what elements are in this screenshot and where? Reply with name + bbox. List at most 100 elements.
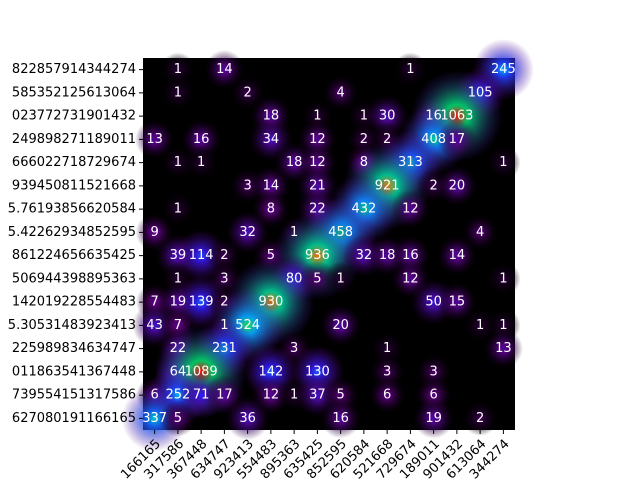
heat-blob [320, 305, 361, 346]
y-tick-label: 225989834634747 [12, 341, 136, 356]
cell-label: 7 [150, 295, 158, 310]
heat-blob [436, 165, 478, 207]
cell-label: 2 [360, 132, 368, 147]
cell-label: 16 [402, 248, 419, 263]
cell-label: 1 [174, 85, 182, 100]
y-tick-label: 861224656635425 [12, 248, 136, 263]
cell-label: 1 [313, 109, 321, 124]
cell-label: 12 [402, 271, 419, 286]
cell-label: 13 [146, 132, 163, 147]
cell-label: 18 [379, 248, 396, 263]
heat-blob [486, 261, 521, 297]
cell-label: 64 [170, 364, 187, 379]
cell-label: 20 [332, 318, 349, 333]
heat-blob [135, 119, 175, 159]
cell-label: 39 [170, 248, 187, 263]
cell-label: 1 [336, 271, 344, 286]
cell-label: 114 [189, 248, 214, 263]
cell-label: 1 [174, 271, 182, 286]
cell-label: 18 [263, 109, 280, 124]
y-tick-label: 142019228554483 [12, 295, 136, 310]
y-tick-label: 011863541367448 [12, 364, 136, 379]
cell-label: 17 [449, 132, 466, 147]
cell-label: 1 [360, 109, 368, 124]
cell-label: 130 [305, 364, 330, 379]
heat-blob [183, 145, 219, 180]
cell-label: 6 [429, 388, 437, 403]
y-tick-label: 739554151317586 [12, 388, 136, 403]
cell-label: 245 [491, 62, 516, 77]
cell-label: 1 [499, 318, 507, 333]
cell-label: 936 [305, 248, 330, 263]
cell-label: 32 [239, 225, 256, 240]
heat-blob [204, 49, 245, 90]
cell-label: 1 [290, 388, 298, 403]
cell-label: 408 [421, 132, 446, 147]
cell-label: 1089 [185, 364, 218, 379]
cell-label: 16 [193, 132, 210, 147]
y-tick-label: 939450811521668 [12, 178, 136, 193]
cell-label: 3 [383, 364, 391, 379]
heat-blob [320, 398, 361, 439]
cell-label: 22 [309, 202, 326, 217]
cell-label: 3 [220, 271, 228, 286]
cell-label: 1 [406, 62, 414, 77]
cell-label: 14 [449, 248, 466, 263]
cell-label: 4 [336, 85, 344, 100]
cell-label: 22 [170, 341, 187, 356]
cell-label: 105 [468, 85, 493, 100]
heat-blob [462, 400, 498, 436]
cell-label: 524 [235, 318, 260, 333]
heat-blob [323, 261, 358, 297]
cell-label: 8 [360, 155, 368, 170]
heat-blob [390, 189, 430, 229]
cell-label: 3 [290, 341, 298, 356]
heat-blob [322, 74, 359, 111]
heat-blob [225, 396, 270, 441]
cell-label: 20 [449, 178, 466, 193]
heat-blob [462, 214, 499, 251]
cell-label: 18 [286, 155, 303, 170]
cell-label: 14 [216, 62, 233, 77]
cell-label: 1 [174, 62, 182, 77]
y-tick-label: 506944398895363 [12, 271, 136, 286]
cell-label: 12 [402, 202, 419, 217]
heat-blob [437, 235, 477, 276]
heat-blob [483, 329, 523, 369]
cell-label: 37 [309, 388, 326, 403]
cell-label: 6 [150, 388, 158, 403]
cell-label: 1 [499, 155, 507, 170]
cell-label: 1 [476, 318, 484, 333]
heat-blob [160, 75, 196, 111]
cell-label: 6 [383, 388, 391, 403]
y-tick-label: 627080191166165 [12, 411, 136, 426]
y-tick-label: 822857914344274 [12, 62, 136, 77]
heat-blob [393, 52, 428, 87]
heat-blob [486, 145, 521, 180]
cell-label: 8 [267, 202, 275, 217]
cell-label: 12 [263, 388, 280, 403]
cell-label: 17 [216, 388, 233, 403]
cell-label: 2 [383, 132, 391, 147]
cell-label: 12 [309, 132, 326, 147]
cell-label: 139 [189, 295, 214, 310]
cell-label: 19 [170, 295, 187, 310]
cell-label: 142 [258, 364, 283, 379]
cell-label: 1063 [440, 109, 473, 124]
cell-label: 16 [425, 109, 442, 124]
cell-label: 12 [309, 155, 326, 170]
cell-label: 3 [429, 364, 437, 379]
cell-label: 458 [328, 225, 353, 240]
cell-label: 5 [336, 388, 344, 403]
cell-label: 5 [267, 248, 275, 263]
cell-label: 13 [495, 341, 512, 356]
y-tick-label: 666022718729674 [12, 155, 136, 170]
cell-label: 1 [499, 271, 507, 286]
cell-label: 30 [379, 109, 396, 124]
cell-label: 80 [286, 271, 303, 286]
cell-label: 21 [309, 178, 326, 193]
cell-label: 930 [258, 295, 283, 310]
cell-label: 34 [263, 132, 280, 147]
cell-label: 4 [476, 225, 484, 240]
